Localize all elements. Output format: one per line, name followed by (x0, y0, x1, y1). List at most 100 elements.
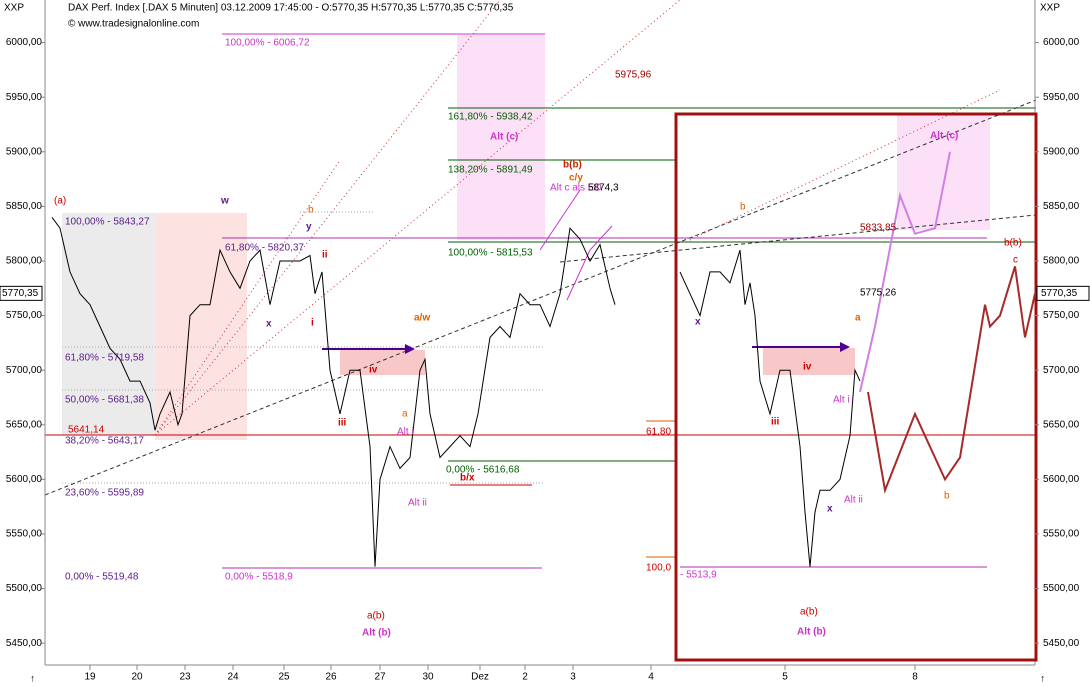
x-tick-label: 5 (782, 672, 788, 683)
zone (340, 350, 425, 375)
annotation: 100,00% - 5815,53 (448, 248, 533, 259)
annotation: 0,00% - 5518,9 (225, 572, 293, 583)
x-tick-label: Dez (471, 672, 489, 683)
price-line (867, 266, 1036, 494)
annotation: Alt (b) (362, 628, 391, 639)
x-tick-label: 4 (648, 672, 654, 683)
annotation: Alt ii (408, 498, 427, 509)
annotation: ii (322, 250, 328, 261)
projection-box (674, 112, 1038, 662)
y-tick-label: 5500,00 (1043, 583, 1080, 594)
annotation: 50,00% - 5681,38 (65, 395, 144, 406)
shading (62, 35, 990, 440)
zone (155, 213, 247, 440)
annotation: a (855, 313, 861, 324)
annotation: 5975,96 (615, 70, 652, 81)
arrow-head (405, 344, 415, 354)
y-tick-label: 5800,00 (6, 256, 43, 267)
x-tick-label: 19 (84, 672, 96, 683)
annotation: 5775,26 (860, 288, 897, 299)
annotation: Alt i (833, 395, 850, 406)
fan-line (154, 159, 341, 436)
y-tick-label: 5550,00 (6, 529, 43, 540)
icon: ↑ (1040, 674, 1045, 685)
x-tick-label: 24 (227, 672, 239, 683)
annotation: x (695, 317, 701, 328)
y-tick-label: 5550,00 (1043, 529, 1080, 540)
last-price-label: 5770,35 (2, 288, 39, 299)
annotation: 5874,3 (588, 183, 619, 194)
x-tick-label: 30 (422, 672, 434, 683)
last-price-box (1036, 285, 1090, 301)
y-tick-label: 5600,00 (6, 474, 43, 485)
axis-name: XXP (1040, 3, 1060, 14)
annotation: w (220, 196, 229, 207)
y-tick-label: 5700,00 (6, 365, 43, 376)
chart-subtitle: © www.tradesignalonline.com (68, 19, 199, 30)
last-price-label: 5770,35 (1041, 288, 1078, 299)
y-tick-label: 5850,00 (6, 201, 43, 212)
y-tick-label: 5950,00 (1043, 92, 1080, 103)
trend-line (559, 214, 1037, 263)
y-tick-label: 5650,00 (1043, 419, 1080, 430)
zone (457, 35, 545, 240)
annotation: 38,20% - 5643,17 (65, 436, 144, 447)
fan-line (154, 0, 501, 436)
annotation: b(b) (1004, 238, 1022, 249)
price-line (859, 151, 951, 393)
y-tick-label: 5750,00 (1043, 310, 1080, 321)
zone (763, 348, 855, 375)
price-line (51, 217, 616, 567)
y-tick-label: 5900,00 (6, 146, 43, 157)
x-tick-label: 27 (374, 672, 386, 683)
annotation: Alt (c) (490, 132, 518, 143)
y-tick-label: 5700,00 (1043, 365, 1080, 376)
annotation: 100,0 (646, 563, 671, 574)
y-tick-label: 5650,00 (6, 419, 43, 430)
annotation: b (944, 491, 950, 502)
annotation: a (402, 409, 408, 420)
y-tick-label: 6000,00 (6, 37, 43, 48)
y-tick-label: 5850,00 (1043, 201, 1080, 212)
x-tick-label: 8 (912, 672, 918, 683)
annotation: a/w (414, 313, 430, 324)
annotation: 100,00% - 6006,72 (225, 38, 310, 49)
annotation: b (740, 202, 746, 213)
annotation: 161,80% - 5938,42 (448, 112, 533, 123)
annotation: 23,60% - 5595,89 (65, 488, 144, 499)
icon: ↑ (30, 674, 35, 685)
annotation: x (266, 319, 272, 330)
chart-title: DAX Perf. Index [.DAX 5 Minuten] 03.12.2… (68, 3, 514, 14)
y-tick-label: 6000,00 (1043, 37, 1080, 48)
arrow-head (840, 342, 850, 352)
annotation: iii (771, 417, 780, 428)
annotation: iv (369, 365, 378, 376)
annotation: 5641,14 (68, 425, 105, 436)
x-tick-label: 2 (522, 672, 528, 683)
annotation: Alt i (397, 427, 414, 438)
fan-line (689, 89, 1001, 241)
annotation: c (1013, 255, 1018, 266)
annotation: Alt ii (844, 495, 863, 506)
annotation: b (308, 205, 314, 216)
annotation: x (827, 504, 833, 515)
x-tick-label: 23 (179, 672, 191, 683)
zone (62, 213, 155, 435)
annotation: iv (803, 362, 812, 373)
annotation: 100,00% - 5843,27 (65, 217, 150, 228)
annotation: c/y (569, 173, 583, 184)
annotation: 5833,85 (860, 223, 897, 234)
y-tick-label: 5450,00 (6, 638, 43, 649)
price-line (679, 249, 861, 567)
axis-name: XXP (4, 3, 24, 14)
annotation: b(b) (563, 160, 582, 171)
annotation: Alt c als ED (550, 183, 602, 194)
channel (539, 189, 581, 251)
annotation: a(b) (367, 611, 385, 622)
annotation: Alt (b) (797, 627, 826, 638)
annotation: b/x (460, 473, 475, 484)
annotation: Alt (c) (930, 131, 958, 142)
last-price-box (0, 285, 43, 301)
annotation: (a) (54, 196, 66, 207)
